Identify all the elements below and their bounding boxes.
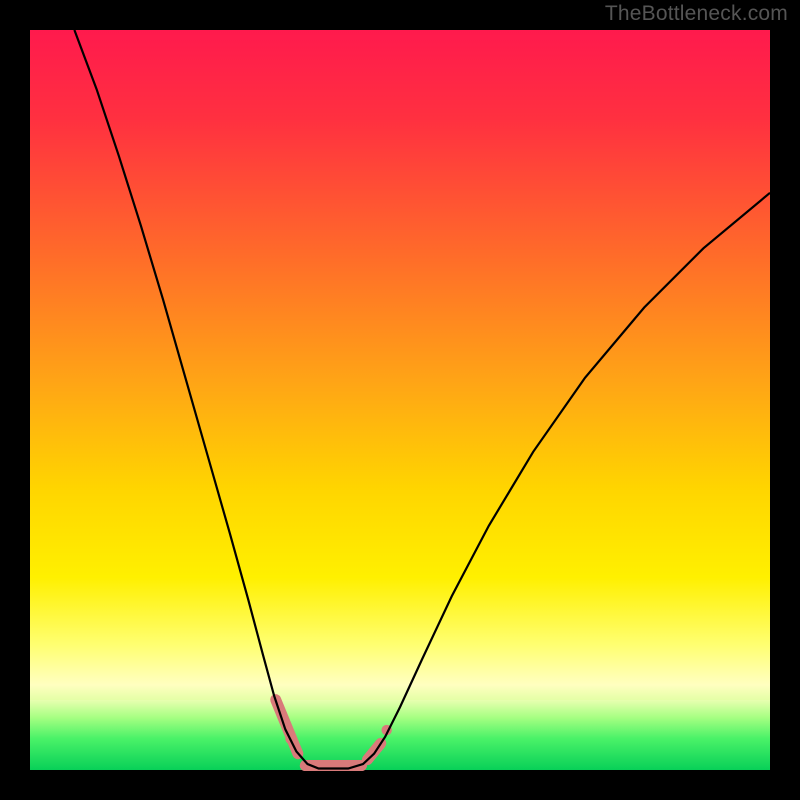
plot-area xyxy=(30,30,770,770)
watermark-text: TheBottleneck.com xyxy=(605,2,788,26)
bottleneck-curve xyxy=(74,30,770,769)
highlight-markers xyxy=(276,700,392,766)
curve-layer xyxy=(30,30,770,770)
chart-stage: TheBottleneck.com xyxy=(0,0,800,800)
